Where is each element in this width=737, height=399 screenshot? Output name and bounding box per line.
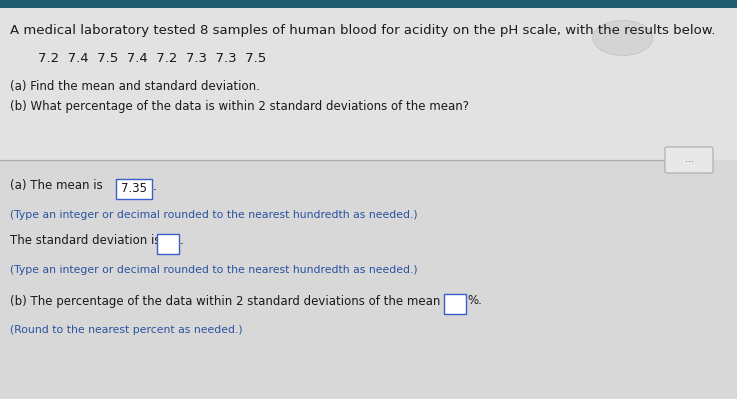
Text: .: . (180, 235, 184, 247)
Text: A medical laboratory tested 8 samples of human blood for acidity on the pH scale: A medical laboratory tested 8 samples of… (10, 24, 716, 37)
Text: The standard deviation is: The standard deviation is (10, 235, 164, 247)
Bar (0, 8, 737, 160)
Bar (0, 160, 737, 399)
Text: 7.2  7.4  7.5  7.4  7.2  7.3  7.3  7.5: 7.2 7.4 7.5 7.4 7.2 7.3 7.3 7.5 (38, 52, 266, 65)
Bar (0, 0, 737, 8)
FancyBboxPatch shape (444, 294, 466, 314)
FancyBboxPatch shape (157, 234, 179, 254)
Text: (b) The percentage of the data within 2 standard deviations of the mean is: (b) The percentage of the data within 2 … (10, 294, 458, 308)
Text: %.: %. (467, 294, 482, 308)
Text: (a) The mean is: (a) The mean is (10, 180, 107, 192)
Text: (Type an integer or decimal rounded to the nearest hundredth as needed.): (Type an integer or decimal rounded to t… (10, 210, 418, 220)
FancyBboxPatch shape (116, 179, 152, 199)
Text: ...: ... (685, 156, 694, 164)
Ellipse shape (593, 20, 653, 55)
FancyBboxPatch shape (665, 147, 713, 173)
Text: (b) What percentage of the data is within 2 standard deviations of the mean?: (b) What percentage of the data is withi… (10, 100, 469, 113)
Text: (Round to the nearest percent as needed.): (Round to the nearest percent as needed.… (10, 325, 242, 335)
Text: (a) Find the mean and standard deviation.: (a) Find the mean and standard deviation… (10, 80, 260, 93)
Text: 7.35: 7.35 (121, 182, 147, 196)
Text: .: . (153, 180, 157, 192)
Text: (Type an integer or decimal rounded to the nearest hundredth as needed.): (Type an integer or decimal rounded to t… (10, 265, 418, 275)
